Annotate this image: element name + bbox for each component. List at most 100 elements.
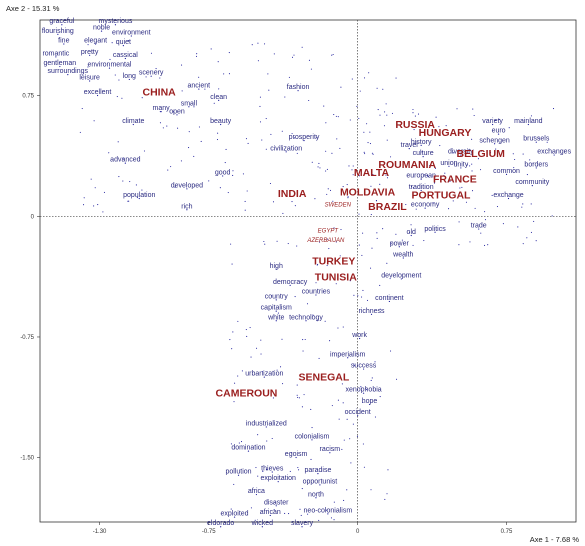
background-point — [282, 383, 284, 385]
background-point — [469, 241, 471, 243]
word-point — [370, 313, 373, 315]
background-point — [316, 320, 318, 322]
background-point — [271, 295, 273, 297]
word-label: open — [169, 108, 185, 115]
word-point — [327, 513, 329, 515]
background-point — [170, 166, 172, 168]
background-point — [356, 435, 358, 437]
background-point — [502, 223, 504, 225]
background-point — [269, 182, 272, 185]
background-point — [444, 172, 446, 174]
background-point — [231, 348, 233, 350]
background-point — [237, 375, 239, 377]
background-point — [261, 139, 263, 141]
background-point — [224, 162, 226, 164]
word-label: cassical — [113, 52, 138, 59]
background-point — [371, 247, 373, 249]
word-point — [277, 481, 279, 483]
background-point — [353, 294, 355, 296]
background-point — [262, 470, 264, 472]
word-point — [271, 471, 273, 473]
word-point — [55, 56, 57, 58]
country-label: TURKEY — [312, 256, 355, 268]
background-point — [245, 328, 247, 331]
word-label: economy — [411, 202, 440, 209]
minor-country-label: EGYPT — [318, 228, 340, 234]
background-point — [213, 102, 215, 104]
background-point — [298, 397, 300, 399]
background-point — [335, 241, 337, 243]
word-point — [398, 246, 400, 248]
background-point — [443, 174, 445, 177]
word-label: industrialized — [246, 420, 287, 427]
background-point — [196, 53, 198, 55]
background-point — [293, 137, 296, 139]
background-point — [338, 418, 340, 420]
word-label: richness — [358, 308, 385, 315]
background-point — [396, 378, 398, 380]
background-point — [193, 155, 195, 157]
background-point — [311, 427, 313, 429]
background-point — [358, 244, 360, 246]
word-label: small — [181, 100, 198, 107]
background-point — [327, 188, 329, 190]
word-point — [198, 88, 200, 90]
background-point — [145, 76, 147, 78]
background-point — [368, 72, 370, 74]
background-point — [362, 401, 364, 403]
background-point — [386, 114, 388, 116]
word-label: culture — [413, 150, 434, 157]
word-label: slavery — [291, 520, 314, 527]
background-point — [324, 320, 326, 322]
background-point — [417, 113, 420, 115]
background-point — [471, 138, 473, 140]
background-point — [326, 193, 328, 195]
background-point — [367, 142, 369, 144]
background-point — [83, 204, 85, 206]
background-point — [114, 74, 116, 76]
background-point — [477, 158, 479, 160]
background-point — [333, 113, 335, 116]
background-point — [223, 73, 225, 75]
background-point — [552, 108, 555, 110]
background-point — [369, 142, 371, 145]
word-point — [305, 320, 307, 322]
word-point — [527, 123, 529, 126]
background-point — [366, 299, 369, 301]
background-point — [326, 265, 328, 267]
background-point — [180, 160, 182, 162]
background-point — [259, 96, 261, 98]
background-point — [310, 408, 312, 411]
background-point — [266, 440, 268, 442]
background-point — [254, 519, 256, 521]
background-point — [359, 90, 361, 92]
word-label: white — [267, 314, 284, 321]
word-label: diversity — [448, 149, 474, 156]
x-axis-title: Axe 1 - 7.68 % — [530, 535, 580, 544]
background-point — [357, 295, 359, 297]
background-point — [155, 68, 157, 70]
background-point — [474, 207, 476, 209]
background-point — [300, 514, 302, 516]
background-point — [232, 331, 234, 333]
country-label: BELGIUM — [457, 148, 506, 160]
background-point — [250, 356, 252, 358]
background-point — [538, 137, 540, 139]
word-point — [388, 300, 390, 303]
background-point — [127, 40, 129, 42]
background-point — [263, 240, 265, 243]
background-point — [353, 363, 355, 365]
background-point — [551, 215, 553, 217]
background-point — [449, 180, 451, 182]
background-point — [299, 508, 301, 510]
background-point — [167, 169, 169, 171]
background-point — [530, 203, 532, 205]
background-point — [361, 254, 363, 256]
background-point — [376, 237, 378, 239]
background-point — [522, 243, 524, 245]
background-point — [349, 280, 351, 282]
country-label: INDIA — [278, 188, 307, 200]
background-point — [266, 468, 268, 471]
background-point — [302, 350, 304, 352]
